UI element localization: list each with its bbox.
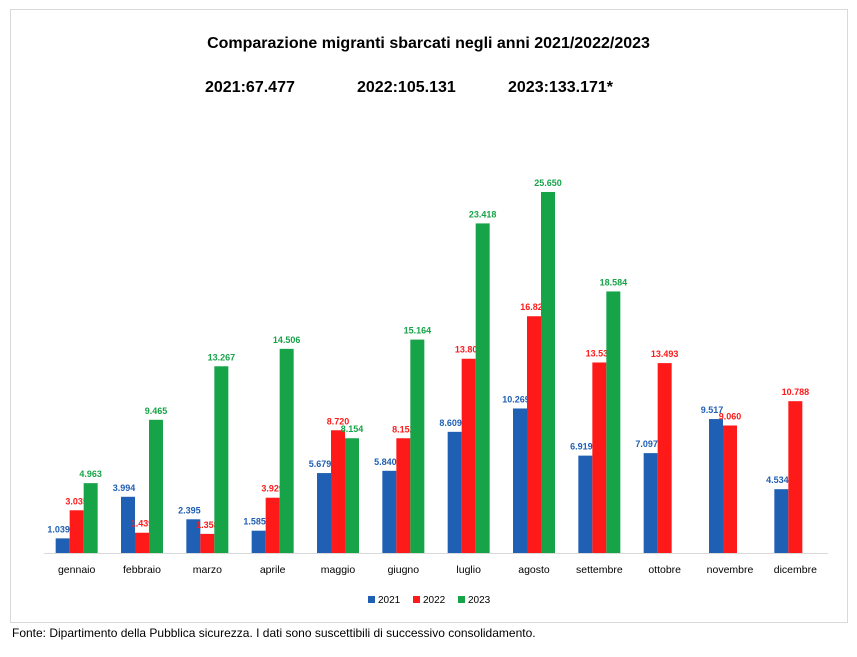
data-label-2023-febbraio: 9.465 <box>145 406 168 416</box>
data-label-2021-maggio: 5.679 <box>309 459 332 469</box>
bar-2023-aprile <box>279 348 294 553</box>
data-label-2022-gennaio: 3.035 <box>65 496 88 506</box>
data-label-2021-agosto: 10.269 <box>502 394 530 404</box>
x-tick-label-dicembre: dicembre <box>774 564 817 576</box>
bar-2022-marzo <box>200 533 215 553</box>
bar-2023-marzo <box>214 366 229 553</box>
legend-label-2022: 2022 <box>423 595 446 606</box>
bar-2022-aprile <box>265 497 280 553</box>
x-tick-label-luglio: luglio <box>456 564 481 576</box>
legend-label-2021: 2021 <box>378 595 401 606</box>
bar-2022-dicembre <box>788 401 803 553</box>
bar-2021-luglio <box>447 431 462 553</box>
x-tick-label-agosto: agosto <box>518 564 550 576</box>
x-tick-label-giugno: giugno <box>388 564 420 576</box>
data-label-2021-luglio: 8.609 <box>439 418 462 428</box>
bar-2022-gennaio <box>69 510 84 553</box>
x-tick-label-maggio: maggio <box>321 564 356 576</box>
source-footnote: Fonte: Dipartimento della Pubblica sicur… <box>12 626 536 640</box>
data-label-2021-gennaio: 1.039 <box>47 524 70 534</box>
data-label-2022-luglio: 13.802 <box>455 345 483 355</box>
legend-swatch-2022 <box>413 596 420 603</box>
x-tick-label-gennaio: gennaio <box>58 564 96 576</box>
bar-2021-febbraio <box>121 496 135 553</box>
data-label-2022-aprile: 3.929 <box>261 484 284 494</box>
legend-label-2023: 2023 <box>468 595 491 606</box>
data-label-2023-luglio: 23.418 <box>469 209 497 219</box>
data-label-2021-novembre: 9.517 <box>701 405 724 415</box>
data-label-2022-febbraio: 1.439 <box>131 519 154 529</box>
bar-2021-aprile <box>251 530 266 553</box>
x-tick-label-febbraio: febbraio <box>123 564 161 576</box>
bar-2022-maggio <box>331 430 345 553</box>
bar-2021-marzo <box>186 519 201 553</box>
bar-2022-settembre <box>592 362 607 553</box>
data-label-2022-agosto: 16.822 <box>520 302 548 312</box>
x-tick-label-ottobre: ottobre <box>648 564 681 576</box>
x-tick-label-aprile: aprile <box>260 564 286 576</box>
data-label-2021-giugno: 5.840 <box>374 457 397 467</box>
bar-2021-agosto <box>513 408 527 553</box>
bar-2023-luglio <box>475 223 490 553</box>
data-label-2022-giugno: 8.152 <box>392 424 415 434</box>
data-label-2022-marzo: 1.358 <box>196 520 219 530</box>
data-label-2023-aprile: 14.506 <box>273 335 301 345</box>
data-label-2022-maggio: 8.720 <box>327 416 350 426</box>
bar-2021-novembre <box>709 419 723 553</box>
data-label-2022-novembre: 9.060 <box>719 411 742 421</box>
bar-2022-novembre <box>723 425 737 553</box>
total-2021: 2021:67.477 <box>205 79 295 96</box>
bar-2023-agosto <box>541 192 555 553</box>
bar-2021-ottobre <box>643 453 658 553</box>
legend-swatch-2023 <box>458 596 465 603</box>
bar-2023-maggio <box>345 438 359 553</box>
x-tick-label-settembre: settembre <box>576 564 623 576</box>
bar-2022-ottobre <box>657 363 672 553</box>
legend-swatch-2021 <box>368 596 375 603</box>
data-label-2021-aprile: 1.585 <box>243 517 266 527</box>
bar-2022-agosto <box>527 316 541 553</box>
data-label-2022-ottobre: 13.493 <box>651 349 679 359</box>
chart-frame <box>10 9 848 623</box>
bar-2023-giugno <box>410 339 425 553</box>
data-label-2021-febbraio: 3.994 <box>113 483 136 493</box>
data-label-2021-marzo: 2.395 <box>178 505 201 515</box>
bar-2022-giugno <box>396 438 411 553</box>
data-label-2022-dicembre: 10.788 <box>782 387 810 397</box>
chart-title: Comparazione migranti sbarcati negli ann… <box>207 35 650 52</box>
data-label-2023-giugno: 15.164 <box>404 326 432 336</box>
bar-2023-febbraio <box>149 419 163 553</box>
bar-2022-febbraio <box>135 532 149 553</box>
data-label-2023-marzo: 13.267 <box>208 352 236 362</box>
bar-2022-luglio <box>461 358 476 553</box>
data-label-2023-settembre: 18.584 <box>600 277 628 287</box>
data-label-2023-gennaio: 4.963 <box>79 469 102 479</box>
data-label-2021-dicembre: 4.534 <box>766 475 789 485</box>
data-label-2021-ottobre: 7.097 <box>635 439 658 449</box>
data-label-2022-settembre: 13.537 <box>586 348 614 358</box>
bar-2023-gennaio <box>83 483 98 553</box>
data-label-2023-maggio: 8.154 <box>341 424 364 434</box>
bar-2021-giugno <box>382 470 397 553</box>
x-tick-label-marzo: marzo <box>193 564 222 576</box>
data-label-2023-agosto: 25.650 <box>534 178 562 188</box>
bar-2021-dicembre <box>774 489 789 553</box>
bar-2023-settembre <box>606 291 621 553</box>
bar-2021-settembre <box>578 455 593 553</box>
data-label-2021-settembre: 6.919 <box>570 442 593 452</box>
x-tick-label-novembre: novembre <box>707 564 754 576</box>
bar-2021-gennaio <box>55 538 70 553</box>
total-2023: 2023:133.171* <box>508 79 613 96</box>
total-2022: 2022:105.131 <box>357 79 456 96</box>
bar-2021-maggio <box>317 473 331 553</box>
